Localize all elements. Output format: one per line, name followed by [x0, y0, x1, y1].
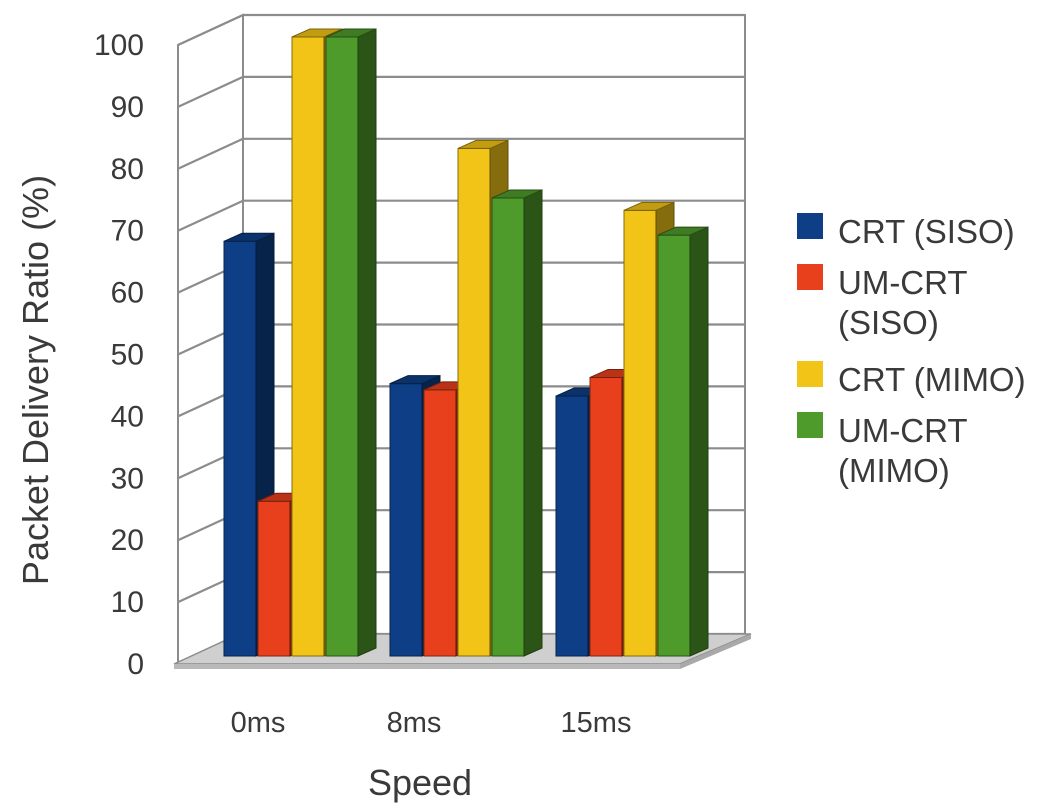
x-tick-label: 0ms [231, 707, 286, 739]
floor-front [174, 664, 680, 669]
legend-entry: CRT (MIMO) [797, 361, 1026, 398]
bar-front [623, 209, 657, 657]
legend-swatch [797, 264, 823, 290]
bar-front [491, 197, 525, 657]
legend-entry: UM-CRT(MIMO) [797, 412, 968, 489]
legend-label: CRT (SISO) [838, 213, 1015, 250]
bars [223, 28, 709, 657]
bar [325, 28, 377, 657]
bar-front [555, 395, 589, 657]
bar [491, 189, 543, 657]
bar-front [389, 383, 423, 657]
legend-swatch [797, 361, 823, 387]
x-tick-label: 15ms [561, 707, 632, 739]
y-tick-labels: 0 10 20 30 40 50 60 70 80 90 100 [94, 29, 144, 681]
bar-front [657, 234, 691, 657]
y-tick-label: 70 [111, 215, 144, 248]
floor-side [680, 634, 751, 669]
legend-swatch [797, 213, 823, 239]
legend-entry: CRT (SISO) [797, 213, 1015, 250]
x-tick-label: 8ms [387, 707, 442, 739]
bar-front [325, 36, 359, 657]
y-tick-label: 30 [111, 462, 144, 495]
bar-top [291, 28, 343, 38]
legend-label: UM-CRT [838, 412, 968, 449]
legend-label: (SISO) [838, 304, 939, 341]
gridline-side [177, 75, 244, 108]
bar-top [623, 201, 675, 211]
bar-front [423, 389, 457, 657]
legend-swatch [797, 412, 823, 438]
bar-side [689, 226, 709, 657]
y-tick-label: 20 [111, 524, 144, 557]
bar-top [657, 226, 709, 236]
legend-label: (MIMO) [838, 452, 950, 489]
bar-top [223, 232, 275, 242]
bar-front [257, 500, 291, 657]
gridline-side [177, 137, 244, 170]
y-tick-label: 80 [111, 153, 144, 186]
legend-label: UM-CRT [838, 264, 968, 301]
bar-front [589, 376, 623, 657]
bar-front [457, 147, 491, 657]
legend-entry: UM-CRT(SISO) [797, 264, 968, 341]
y-axis-title: Packet Delivery Ratio (%) [15, 175, 56, 585]
bar-top [457, 139, 509, 149]
bar-front [291, 36, 325, 657]
gridline-side [177, 199, 244, 232]
bar-top [325, 28, 377, 38]
bar-top [389, 375, 441, 385]
legend: CRT (SISO)UM-CRT(SISO)CRT (MIMO)UM-CRT(M… [797, 213, 1026, 489]
y-tick-label: 90 [111, 91, 144, 124]
y-tick-label: 40 [111, 400, 144, 433]
bar [657, 226, 709, 657]
bar-front [223, 240, 257, 657]
bar-side [523, 189, 543, 657]
y-tick-label: 60 [111, 277, 144, 310]
y-tick-label: 100 [94, 29, 144, 62]
gridline-side [177, 14, 244, 46]
y-tick-label: 0 [127, 648, 144, 681]
y-tick-label: 50 [111, 339, 144, 372]
x-tick-labels: 0ms 8ms 15ms [231, 707, 632, 739]
bar-top [491, 189, 543, 199]
y-tick-label: 10 [111, 586, 144, 619]
bar-side [357, 28, 377, 657]
x-axis-title: Speed [368, 762, 472, 803]
legend-label: CRT (MIMO) [838, 361, 1026, 398]
